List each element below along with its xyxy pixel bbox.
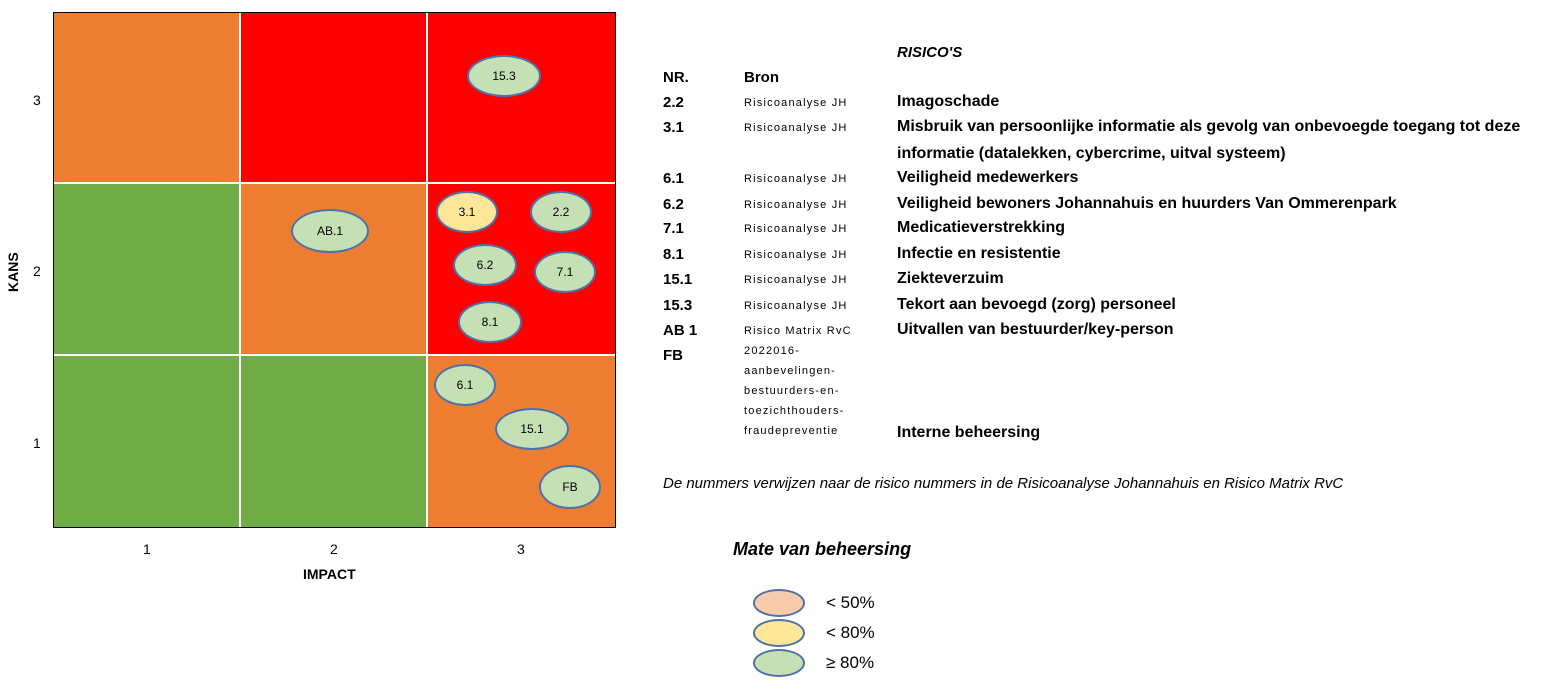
legend-swatch [753,619,805,647]
risk-description: Misbruik van persoonlijke informatie als… [897,118,1521,135]
x-axis-title: IMPACT [303,566,356,582]
risk-description: Uitvallen van bestuurder/key-person [897,321,1174,338]
risk-nr: FB [663,347,683,364]
matrix-cell-i1-k3 [53,12,241,184]
matrix-cell-i1-k2 [53,184,241,356]
risk-description: Ziekteverzuim [897,270,1004,287]
legend-label: < 50% [826,593,875,612]
y-tick-3: 3 [33,92,41,108]
risk-description: Tekort aan bevoegd (zorg) personeel [897,296,1176,313]
matrix-cell-i3-k3 [428,12,616,184]
risk-description: Medicatieverstrekking [897,219,1066,236]
risk-bron: Risicoanalyse JH [744,274,848,286]
header-nr: NR. [663,69,689,86]
risk-marker-3-1: 3.1 [436,191,498,233]
risk-description-cont: informatie (datalekken, cybercrime, uitv… [897,145,1286,162]
risk-nr: AB 1 [663,322,698,339]
legend-title: Mate van beheersing [733,539,912,559]
risk-description: Interne beheersing [897,424,1041,441]
risk-marker-15-1: 15.1 [495,408,569,450]
risk-bron-line: 2022016- [744,345,801,357]
matrix-cell-i1-k1 [53,356,241,528]
risk-bron: Risicoanalyse JH [744,97,848,109]
risk-bron-line: aanbevelingen- [744,365,837,377]
header-bron: Bron [744,69,779,86]
matrix-cell-i2-k1 [240,356,428,528]
risks-title: RISICO'S [897,44,963,61]
risk-description: Infectie en resistentie [897,245,1061,262]
risk-bron: Risico Matrix RvC [744,325,852,337]
x-tick-3: 3 [517,541,525,557]
y-axis-title: KANS [5,252,21,292]
risk-description: Veiligheid bewoners Johannahuis en huurd… [897,195,1397,212]
y-tick-2: 2 [33,263,41,279]
risk-marker-15-3: 15.3 [467,55,541,97]
risk-marker-FB: FB [539,465,601,509]
risk-bron: Risicoanalyse JH [744,249,848,261]
legend-label: ≥ 80% [826,653,875,672]
risk-bron: Risicoanalyse JH [744,173,848,185]
risk-nr: 2.2 [663,94,684,111]
matrix-cell-i2-k3 [240,12,428,184]
matrix-frame [53,12,616,528]
risk-bron: Risicoanalyse JH [744,199,848,211]
risk-nr: 3.1 [663,119,684,136]
risk-bron-line: toezichthouders- [744,405,845,417]
risk-description: Imagoschade [897,93,1000,110]
risk-bron: Risicoanalyse JH [744,300,848,312]
risk-nr: 8.1 [663,246,684,263]
risk-marker-2-2: 2.2 [530,191,592,233]
legend-swatch [753,649,805,677]
risk-bron: Risicoanalyse JH [744,122,848,134]
risk-nr: 15.1 [663,271,693,288]
risk-nr: 6.2 [663,196,684,213]
risk-description: Veiligheid medewerkers [897,169,1079,186]
risk-bron: Risicoanalyse JH [744,223,848,235]
x-tick-1: 1 [143,541,151,557]
y-tick-1: 1 [33,435,41,451]
legend-label: < 80% [826,623,875,642]
footnote: De nummers verwijzen naar de risico numm… [663,475,1344,492]
risk-marker-6-1: 6.1 [434,364,496,406]
risk-marker-AB-1: AB.1 [291,209,369,253]
risk-marker-6-2: 6.2 [453,244,517,286]
risk-nr: 6.1 [663,170,684,187]
risk-nr: 15.3 [663,297,693,314]
risk-bron-line: fraudepreventie [744,425,839,437]
legend-swatch [753,589,805,617]
risk-marker-8-1: 8.1 [458,301,522,343]
risk-bron-line: bestuurders-en- [744,385,840,397]
risk-nr: 7.1 [663,220,684,237]
x-tick-2: 2 [330,541,338,557]
risk-marker-7-1: 7.1 [534,251,596,293]
